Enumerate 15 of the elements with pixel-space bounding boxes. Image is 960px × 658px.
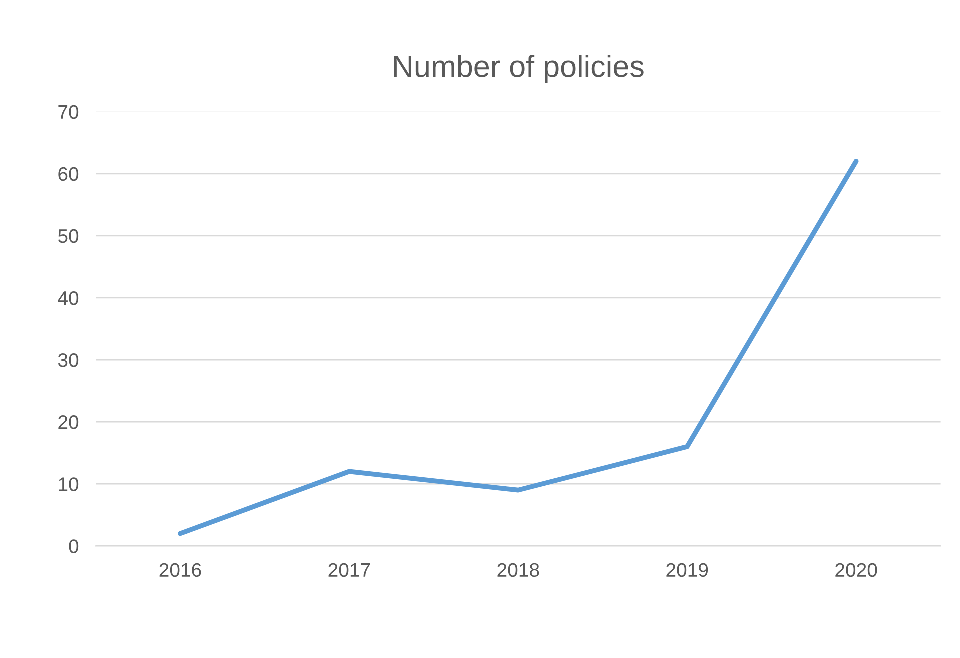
x-tick-label: 2019: [666, 563, 708, 578]
y-tick-label: 70: [58, 105, 79, 120]
x-tick-label: 2018: [498, 563, 540, 578]
x-tick-label: 2017: [328, 563, 370, 578]
y-tick-label: 20: [58, 416, 79, 430]
chart-title: Number of policies: [394, 54, 644, 84]
line-series: [178, 159, 859, 536]
y-tick-label: 50: [58, 229, 79, 244]
y-tick-label: 60: [58, 167, 79, 182]
x-tick-label: 2016: [160, 563, 202, 578]
y-tick-label: 40: [58, 291, 79, 306]
x-tick-label: 2020: [836, 563, 878, 578]
y-tick-label: 10: [59, 478, 79, 492]
y-tick-label: 30: [58, 353, 79, 368]
y-tick-label: 0: [69, 540, 79, 554]
